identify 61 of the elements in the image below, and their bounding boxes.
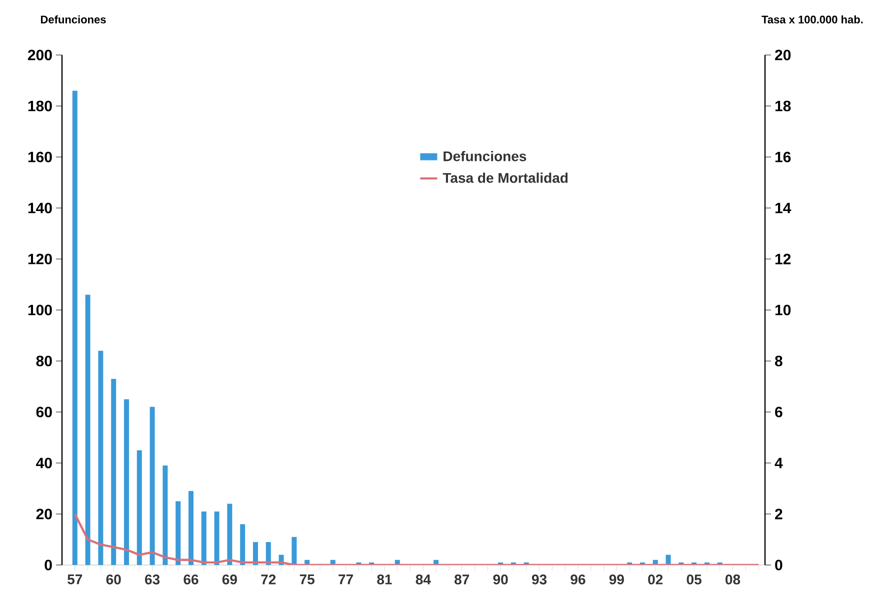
y2-tick-label: 12 — [775, 254, 791, 264]
x-tick-label: 90 — [493, 574, 508, 584]
bar — [176, 501, 181, 565]
y-tick-label: 140 — [28, 202, 52, 214]
bar — [227, 504, 232, 565]
x-tick-label: 87 — [454, 574, 470, 584]
x-tick-label: 57 — [68, 574, 82, 584]
bar — [162, 466, 168, 565]
y2-axis-title: Tasa x 100.000 hab. — [762, 15, 863, 24]
x-tick-label: 81 — [377, 574, 392, 584]
y2-tick-label: 18 — [775, 100, 791, 112]
x-tick-label: 96 — [570, 574, 586, 584]
x-tick-label: 66 — [184, 574, 198, 584]
y-tick-label: 0 — [44, 560, 52, 570]
bar — [214, 511, 220, 565]
x-tick-label: 72 — [261, 574, 276, 584]
bar — [85, 294, 90, 565]
y2-tick-label: 14 — [775, 202, 792, 214]
bar — [292, 536, 297, 565]
y-tick-label: 40 — [36, 458, 52, 468]
bar — [188, 491, 194, 565]
x-tick-label: 69 — [222, 574, 237, 584]
y-tick-label: 20 — [36, 508, 52, 520]
x-tick-label: 77 — [338, 574, 353, 584]
y2-tick-label: 4 — [774, 458, 783, 468]
x-tick-label: 99 — [609, 574, 624, 584]
y2-tick-label: 16 — [775, 152, 791, 162]
bar — [150, 406, 155, 565]
x-tick-label: 05 — [686, 574, 702, 584]
y-tick-label: 160 — [28, 152, 52, 162]
x-tick-label: 08 — [726, 574, 740, 584]
y2-tick-label: 8 — [774, 356, 782, 366]
bar — [252, 542, 258, 565]
bar — [72, 90, 78, 565]
bar — [98, 350, 104, 565]
bar — [111, 378, 116, 565]
x-tick-label: 93 — [532, 574, 547, 584]
y-tick-label: 180 — [28, 100, 52, 112]
x-tick-label: 60 — [106, 574, 121, 584]
y-tick-label: 200 — [28, 50, 52, 60]
y2-tick-label: 0 — [775, 560, 782, 570]
y2-tick-label: 20 — [775, 50, 791, 60]
bar — [266, 542, 271, 565]
legend-label: Tasa de Mortalidad — [442, 172, 568, 183]
y-tick-label: 80 — [36, 356, 52, 366]
y-tick-label: 120 — [28, 254, 52, 264]
bar — [124, 399, 129, 565]
legend-label: Defunciones — [444, 150, 526, 162]
y-tick-label: 60 — [36, 406, 52, 418]
y2-tick-label: 10 — [775, 304, 791, 316]
y2-tick-label: 6 — [775, 406, 782, 418]
bar — [136, 450, 142, 565]
bar — [240, 524, 246, 565]
y-tick-label: 100 — [28, 304, 52, 316]
x-tick-label: 75 — [300, 574, 314, 584]
x-tick-label: 84 — [416, 574, 431, 584]
x-tick-label: 63 — [145, 574, 160, 584]
x-tick-label: 02 — [648, 574, 663, 584]
y-axis-title: Defunciones — [40, 15, 106, 24]
bar — [201, 511, 206, 565]
y2-tick-label: 2 — [775, 508, 782, 520]
